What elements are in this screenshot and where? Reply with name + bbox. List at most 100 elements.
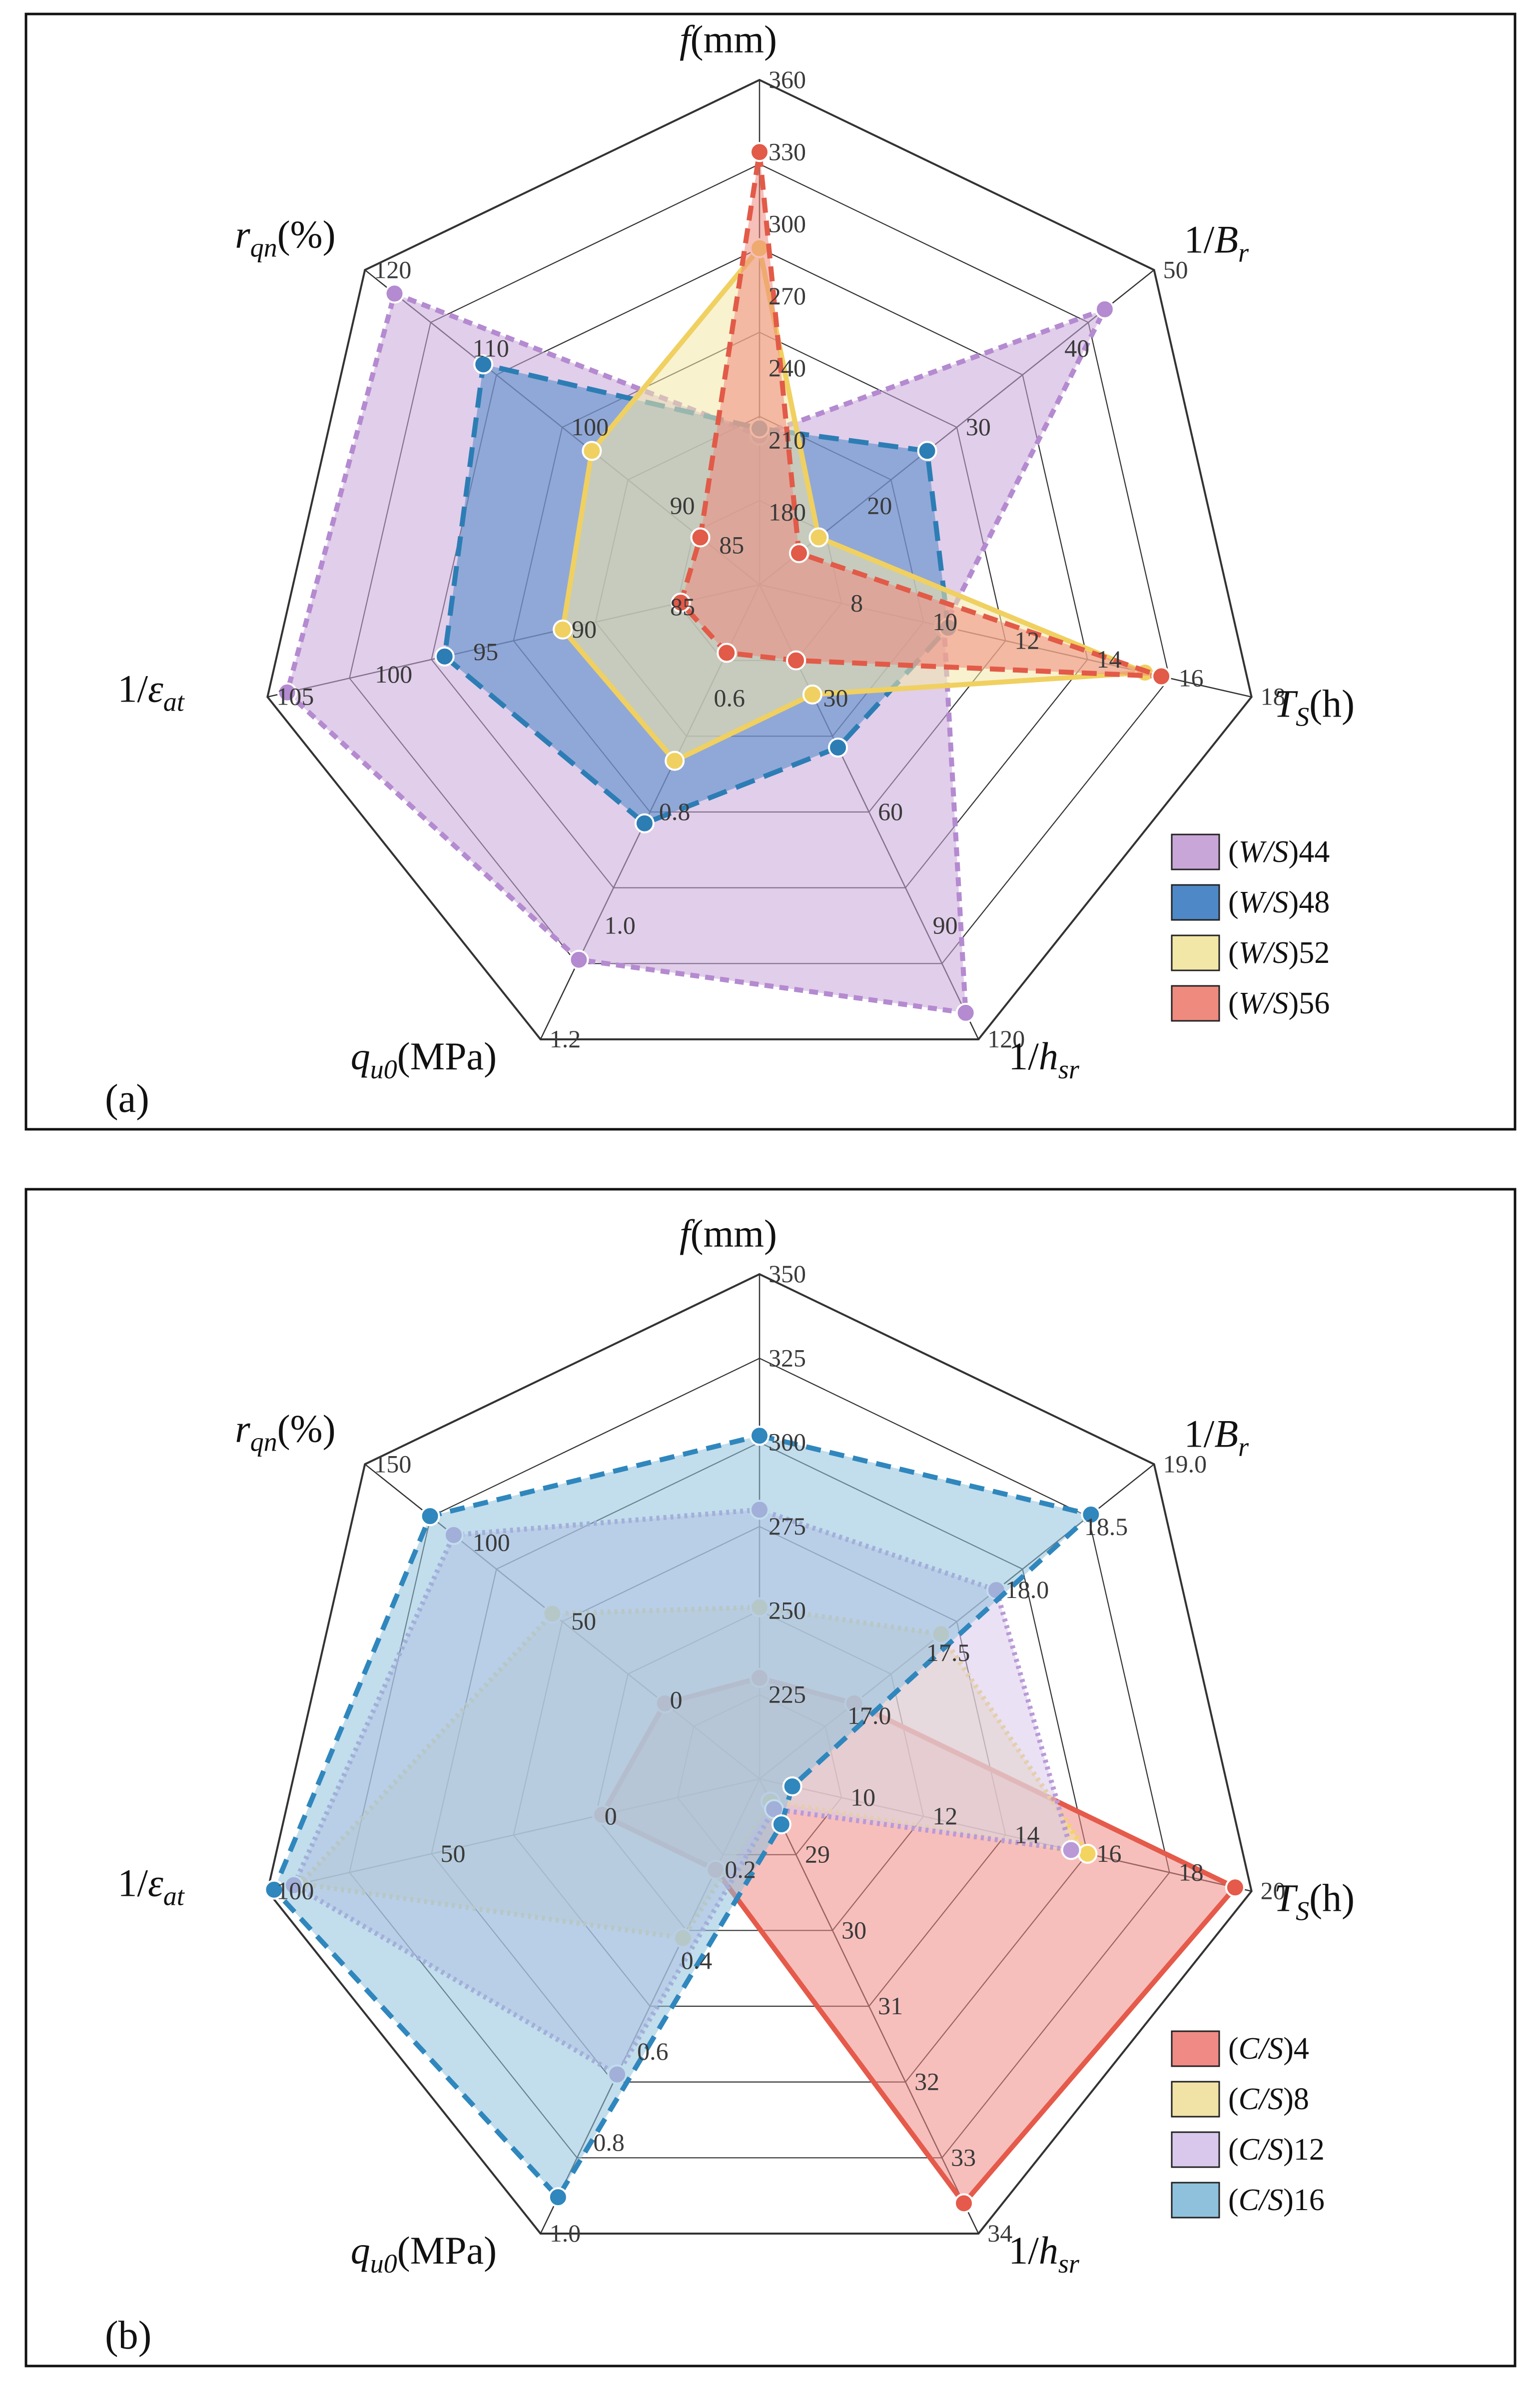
tick-label: 30 [823, 684, 848, 712]
tick-label: 33 [951, 2143, 976, 2171]
tick-label: 85 [719, 531, 744, 559]
axis-label-symbol: T [1274, 1876, 1298, 1920]
data-point [750, 1426, 770, 1446]
data-point [690, 527, 711, 548]
tick-label: 1.2 [550, 1025, 581, 1053]
axis-label-symbol: B [1214, 1412, 1238, 1455]
axis-label-unit: (MPa) [397, 2229, 497, 2272]
tick-label: 10 [850, 1783, 875, 1811]
tick-label: 100 [473, 1529, 510, 1557]
axis-label: f(mm) [680, 1212, 777, 1255]
legend-number: 56 [1299, 986, 1330, 1020]
legend-paren: ) [1283, 2082, 1294, 2116]
tick-label: 20 [1261, 1877, 1286, 1905]
axis-label-subscript: S [1296, 1896, 1309, 1926]
axis-label-unit: (MPa) [397, 1034, 497, 1078]
tick-label: 1.0 [550, 2219, 581, 2247]
tick-label: 30 [841, 1916, 866, 1944]
tick-label: 29 [805, 1840, 830, 1868]
legend-number: 16 [1294, 2183, 1325, 2217]
axis-label-symbol: r [235, 212, 250, 256]
tick-label: 0.8 [593, 2128, 625, 2156]
tick-label: 16 [1179, 664, 1204, 692]
data-point [634, 813, 655, 833]
axis-label-subscript: qn [250, 1427, 277, 1457]
data-point [717, 643, 737, 663]
tick-label: 350 [769, 1260, 806, 1288]
axis-label: 1/hsr [1008, 2229, 1080, 2279]
legend-label: (C/S)12 [1228, 2133, 1325, 2167]
legend-paren: ) [1289, 986, 1299, 1020]
data-point [954, 2193, 974, 2214]
legend-paren: ( [1228, 835, 1239, 869]
axis-label: TS(h) [1274, 682, 1355, 732]
tick-label: 30 [966, 413, 991, 441]
axis-label-subscript: r [1238, 237, 1249, 267]
data-point [277, 682, 297, 703]
tick-label: 18.5 [1084, 1513, 1128, 1541]
legend-swatch [1171, 2131, 1220, 2168]
axis-label-symbol: r [235, 1407, 250, 1450]
axis-label-prefix: 1/ [1184, 217, 1215, 261]
tick-label: 18 [1179, 1858, 1204, 1886]
axis-label-prefix: 1/ [117, 1861, 148, 1905]
tick-label: 60 [878, 797, 903, 825]
data-point [1151, 666, 1172, 687]
legend-label: (C/S)8 [1228, 2082, 1309, 2116]
axis-label-subscript: r [1238, 1432, 1249, 1462]
legend-number: 8 [1294, 2082, 1309, 2116]
data-point [553, 619, 573, 640]
radar-chart-b: 22525027530032535017.017.518.018.519.010… [105, 1212, 1355, 2358]
tick-label: 0.8 [659, 797, 691, 825]
data-point [802, 684, 822, 705]
tick-label: 8 [850, 589, 863, 617]
legend-paren: ) [1289, 835, 1299, 869]
tick-label: 100 [571, 413, 609, 441]
data-point [808, 527, 829, 548]
axis-label-unit: (h) [1309, 1876, 1355, 1920]
tick-label: 12 [1014, 626, 1039, 654]
tick-label: 18 [1261, 683, 1286, 711]
legend-swatch [1171, 2081, 1220, 2118]
tick-label: 40 [1064, 334, 1089, 362]
tick-label: 270 [769, 282, 806, 310]
legend-ratio: C/S [1239, 2082, 1284, 2116]
data-point [750, 142, 770, 162]
axis-label-subscript: S [1296, 702, 1309, 732]
data-point [473, 354, 494, 375]
tick-label: 32 [914, 2068, 939, 2096]
legend-paren: ( [1228, 885, 1239, 919]
legend-swatch [1171, 2030, 1220, 2067]
tick-label: 16 [1096, 1839, 1121, 1867]
tick-label: 90 [572, 615, 597, 643]
tick-label: 85 [670, 593, 695, 621]
axis-label-symbol: ε [148, 1861, 163, 1905]
axis-label-unit: (mm) [691, 17, 777, 61]
tick-label: 110 [473, 334, 509, 362]
tick-label: 50 [1163, 255, 1188, 283]
legend-swatch [1171, 2182, 1220, 2219]
axis-label-symbol: h [1039, 2229, 1058, 2272]
legend-ratio: C/S [1239, 2032, 1284, 2066]
axis-label-prefix: 1/ [1008, 2229, 1039, 2272]
legend-ratio: W/S [1239, 986, 1289, 1020]
data-point [788, 543, 809, 564]
tick-label: 0 [605, 1802, 617, 1830]
legend-paren: ) [1289, 936, 1299, 970]
axis-label-unit: (h) [1309, 682, 1355, 726]
legend-paren: ( [1228, 986, 1239, 1020]
data-point [771, 1814, 791, 1834]
data-point [917, 441, 937, 461]
axis-label-prefix: 1/ [1184, 1412, 1215, 1455]
axis-label-unit: (mm) [691, 1212, 777, 1255]
tick-label: 105 [276, 683, 314, 711]
legend-paren: ) [1283, 2183, 1294, 2217]
data-point [434, 646, 455, 667]
tick-label: 360 [769, 65, 806, 93]
data-point [420, 1506, 440, 1527]
tick-label: 31 [878, 1992, 903, 2020]
axis-label-subscript: u0 [370, 1054, 397, 1084]
tick-label: 225 [769, 1680, 806, 1708]
tick-label: 330 [769, 137, 806, 165]
